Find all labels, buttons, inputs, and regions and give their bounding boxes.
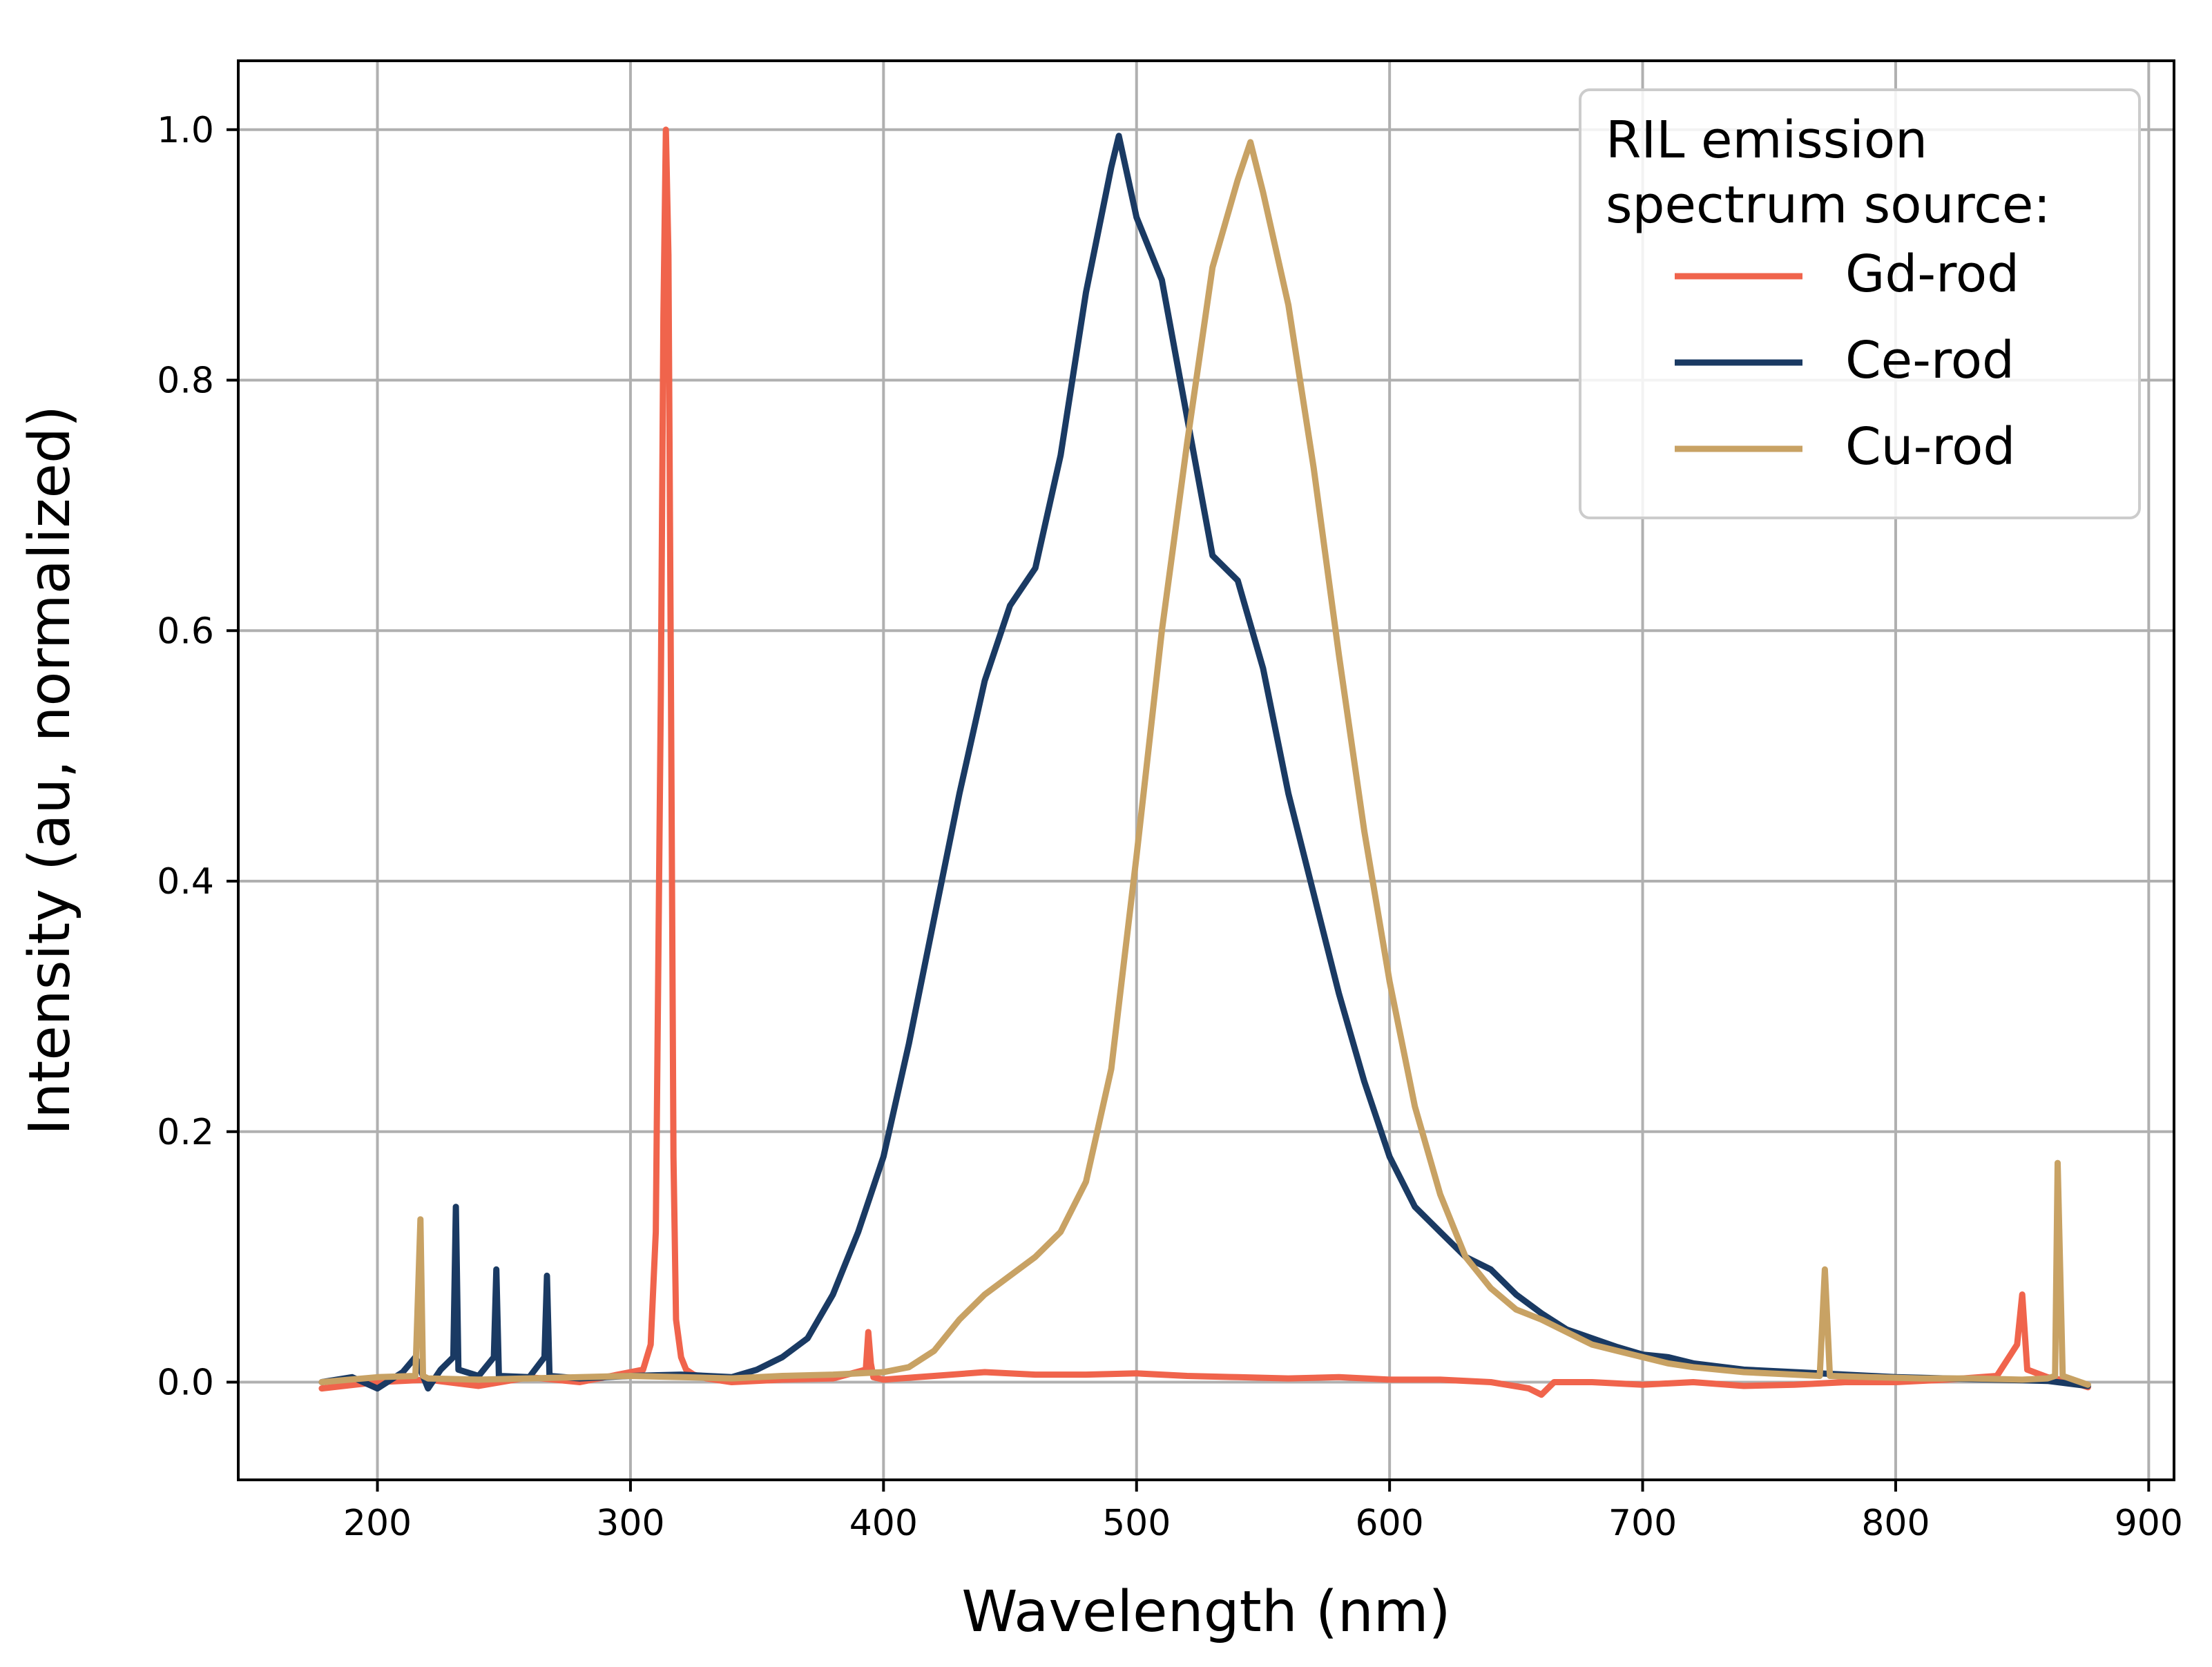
x-tick-label: 900: [2115, 1503, 2183, 1544]
y-tick-label: 0.8: [157, 360, 214, 402]
x-axis-label: Wavelength (nm): [961, 1579, 1450, 1645]
y-tick-label: 1.0: [157, 110, 214, 151]
x-tick-label: 300: [596, 1503, 664, 1544]
legend-title-line-1: RIL emission: [1606, 110, 1927, 170]
series-line-gd-rod: [318, 126, 2091, 1398]
x-tick-label: 400: [849, 1503, 918, 1544]
series-line-ce-rod: [318, 133, 2091, 1392]
plot-series-group: [318, 126, 2091, 1398]
legend: RIL emission spectrum source: Gd-rod Ce-r…: [1579, 88, 2141, 519]
x-tick-label: 700: [1608, 1503, 1677, 1544]
plot-frame: [237, 59, 2175, 1481]
legend-box: [1579, 88, 2141, 519]
legend-label-gd-rod: Gd-rod: [1845, 244, 2019, 304]
legend-title-line-2: spectrum source:: [1606, 175, 2050, 235]
y-tick-label: 0.6: [157, 610, 214, 652]
axis-ticks: 200 300 400 500 600 700 800 900 0.0 0.2 0.4 0.6 0.8 1…: [157, 110, 2183, 1544]
y-axis-label: Intensity (au, normalized): [17, 405, 83, 1135]
x-tick-label: 800: [1861, 1503, 1930, 1544]
series-line-cu-rod: [318, 139, 2091, 1388]
x-tick-label: 200: [343, 1503, 412, 1544]
y-tick-label: 0.0: [157, 1362, 214, 1404]
series-layer: [318, 126, 2091, 1398]
legend-entries: Gd-rod Ce-rod Cu-rod: [1675, 244, 2019, 476]
x-tick-label: 600: [1356, 1503, 1424, 1544]
legend-label-ce-rod: Ce-rod: [1845, 331, 2014, 390]
y-tick-label: 0.4: [157, 861, 214, 903]
legend-label-cu-rod: Cu-rod: [1845, 417, 2015, 476]
x-tick-label: 500: [1102, 1503, 1171, 1544]
y-tick-label: 0.2: [157, 1112, 214, 1153]
